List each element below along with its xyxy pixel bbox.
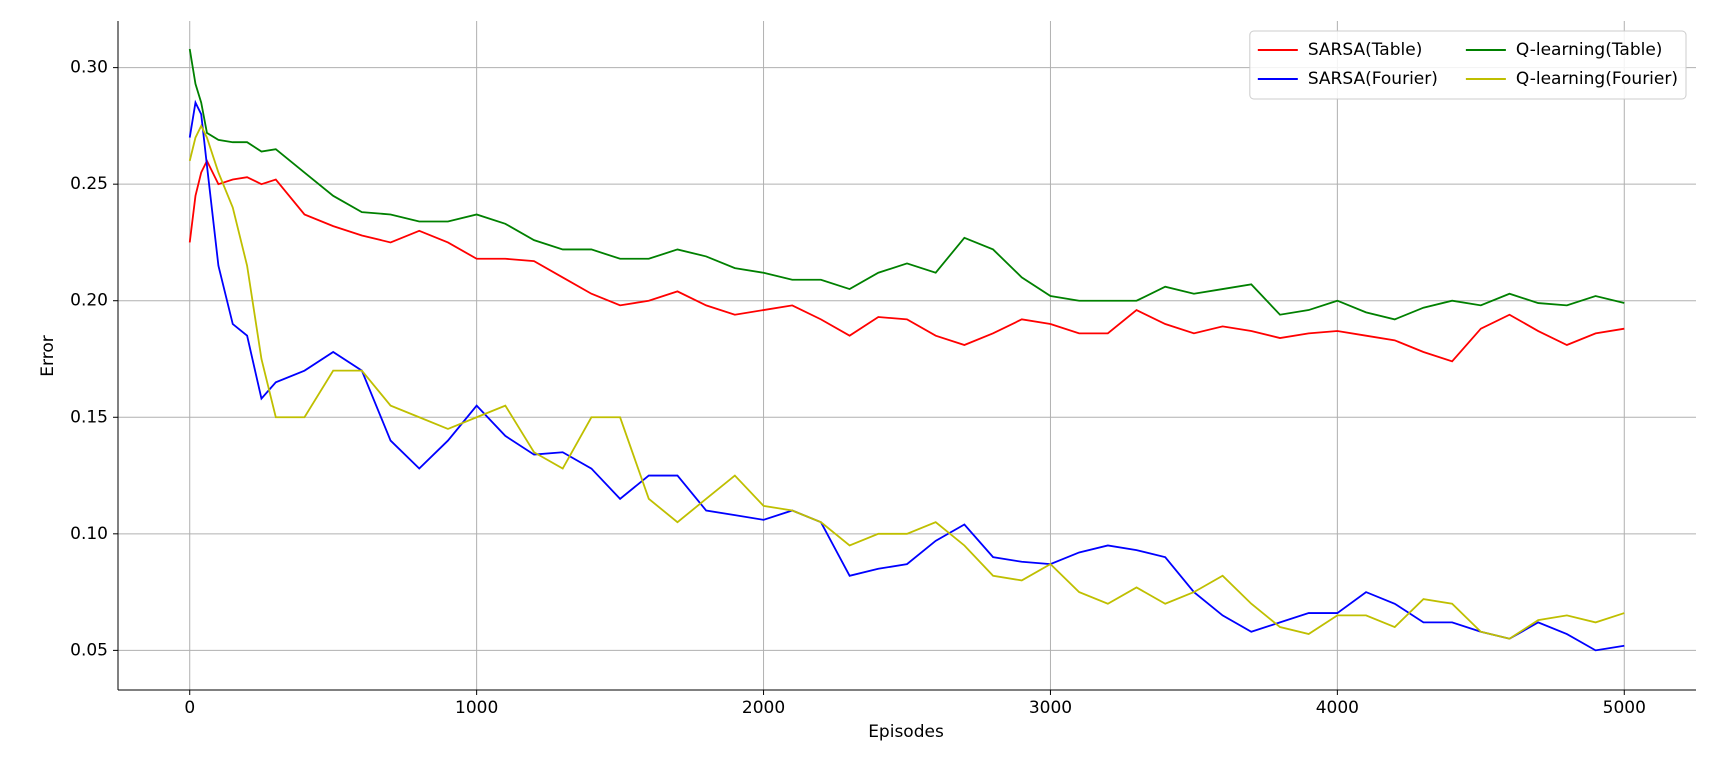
x-axis-label: Episodes [868,722,944,742]
series-line [188,158,1625,363]
series-line [188,123,1625,640]
legend-label: SARSA(Fourier) [1308,69,1438,89]
legend-box [1249,30,1687,100]
y-tick-label: 0.20 [70,291,108,311]
legend: SARSA(Table) SARSA(Fourier) Q-learning(Tab… [1249,30,1687,100]
series-line [188,99,1625,652]
legend-label: Q-learning(Fourier) [1516,69,1678,89]
y-tick-label: 0.05 [70,640,108,660]
y-tick-label: 0.30 [70,58,108,78]
y-tick-label: 0.15 [70,407,108,427]
x-tick-label: 5000 [1603,698,1646,718]
y-tick-label: 0.10 [70,524,108,544]
x-tick-label: 1000 [455,698,498,718]
legend-label: Q-learning(Table) [1516,40,1663,60]
series-line [188,48,1625,321]
x-tick-label: 0 [184,698,195,718]
y-tick-label: 0.25 [70,174,108,194]
x-tick-label: 4000 [1316,698,1359,718]
y-axis-label: Error [38,335,58,376]
legend-label: SARSA(Table) [1308,40,1423,60]
x-tick-label: 3000 [1029,698,1072,718]
x-tick-label: 2000 [742,698,785,718]
